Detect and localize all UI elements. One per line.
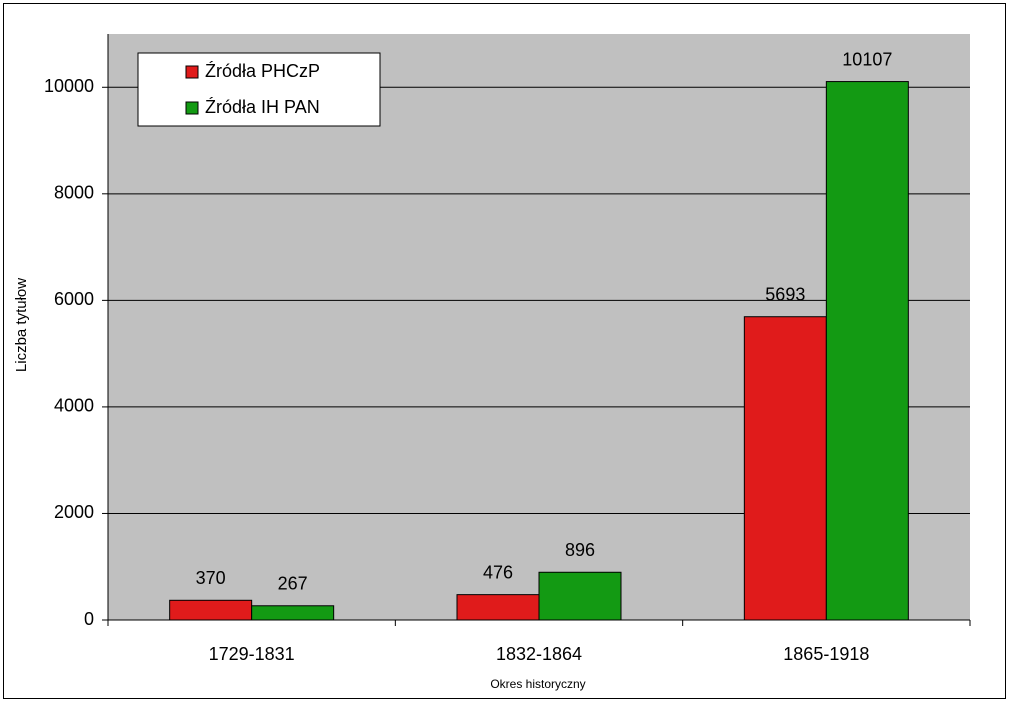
y-tick-label: 4000 <box>54 396 94 416</box>
y-axis-title: Liczba tytułow <box>13 278 30 372</box>
bar <box>169 599 253 621</box>
data-label: 267 <box>278 574 308 594</box>
legend-swatch <box>185 65 199 79</box>
y-tick-label: 8000 <box>54 183 94 203</box>
legend-label: Źródła IH PAN <box>205 97 320 117</box>
bar <box>456 594 540 621</box>
data-label: 10107 <box>842 49 892 69</box>
x-tick-label: 1729-1831 <box>209 644 295 664</box>
y-tick-label: 0 <box>84 609 94 629</box>
data-label: 896 <box>565 540 595 560</box>
y-tick-label: 2000 <box>54 502 94 522</box>
y-tick-label: 6000 <box>54 289 94 309</box>
legend-box <box>137 52 381 127</box>
data-label: 370 <box>196 568 226 588</box>
legend-label: Źródła PHCzP <box>205 61 320 81</box>
data-label: 476 <box>483 562 513 582</box>
bar <box>251 605 335 621</box>
bar <box>743 316 827 621</box>
x-tick-label: 1865-1918 <box>783 644 869 664</box>
bar <box>825 81 909 621</box>
legend-swatch <box>185 101 199 115</box>
data-label: 5693 <box>765 284 805 304</box>
x-tick-label: 1832-1864 <box>496 644 582 664</box>
x-axis-title: Okres historyczny <box>490 677 585 691</box>
y-tick-label: 10000 <box>44 76 94 96</box>
bar <box>538 571 622 621</box>
